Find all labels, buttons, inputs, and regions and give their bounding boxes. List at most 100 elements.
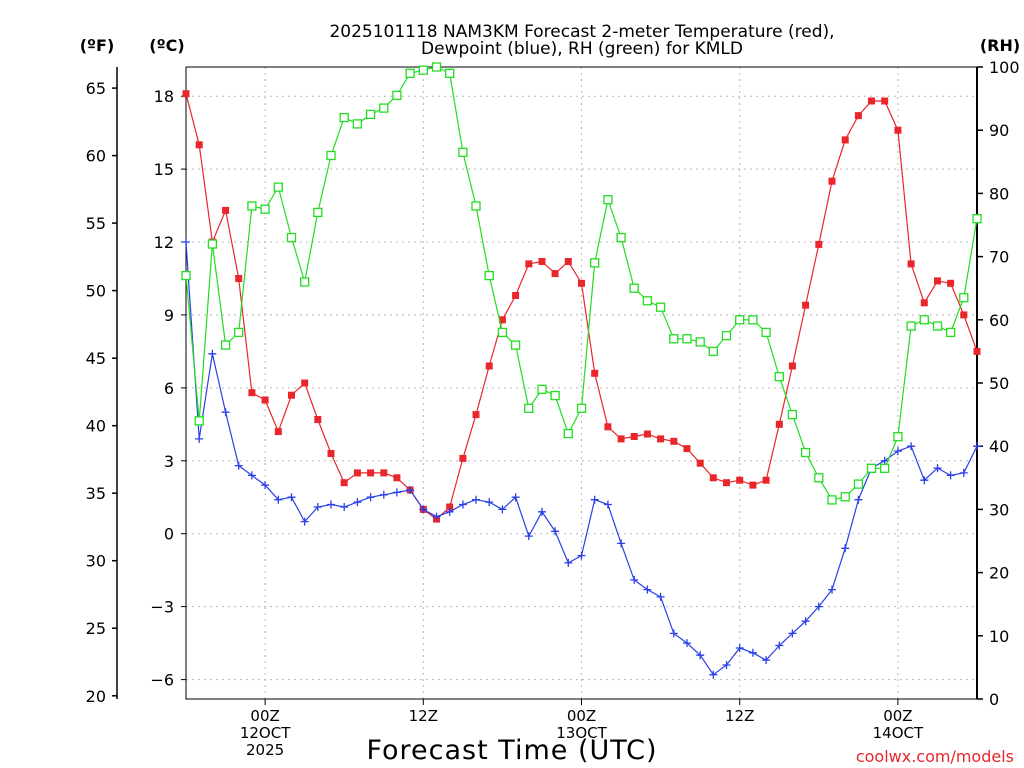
celsius-tick-label: 12 (154, 233, 174, 252)
temperature-point (314, 416, 322, 423)
temperature-point (551, 270, 559, 278)
dewpoint-point (208, 349, 217, 358)
rh-tick-label: 80 (989, 184, 1009, 203)
rh-point (563, 428, 573, 439)
rh-point (445, 68, 455, 78)
temperature-point (749, 481, 757, 489)
temperature-point (868, 97, 875, 105)
rh-point (906, 321, 916, 331)
temperature-point (920, 299, 928, 307)
temperature-point (736, 476, 744, 484)
dewpoint-point (406, 486, 415, 494)
temperature-point (512, 292, 520, 299)
x-tick-label: 12Z (725, 707, 754, 725)
rh-point (181, 270, 191, 281)
dewpoint-point (893, 447, 902, 456)
rh-point (365, 109, 376, 120)
temperature-point (472, 411, 480, 419)
celsius-tick-label: 3 (164, 452, 174, 471)
rh-tick-label: 30 (989, 500, 1009, 519)
dewpoint-point (366, 493, 375, 502)
rh-point (458, 147, 468, 157)
fahrenheit-tick-label: 20 (86, 687, 106, 706)
data-series (181, 62, 982, 679)
dewpoint-point (959, 468, 968, 477)
dewpoint-point (261, 481, 270, 490)
temperature-point (340, 479, 348, 487)
dewpoint-point (643, 585, 652, 594)
chart-title-line-1: 2025101118 NAM3KM Forecast 2-meter Tempe… (329, 22, 834, 42)
fahrenheit-tick-label: 50 (86, 282, 106, 301)
rh-point (273, 182, 283, 192)
credit-text: coolwx.com/models (856, 747, 1014, 766)
temperature-point (222, 206, 230, 214)
rh-point (932, 321, 943, 331)
dewpoint-point (472, 495, 480, 504)
temperature-point (775, 420, 783, 428)
rh-point (919, 315, 929, 325)
temperature-point (301, 379, 309, 387)
rh-point (352, 119, 363, 129)
rh-point (840, 492, 850, 502)
dewpoint-point (247, 471, 256, 480)
temperature-point (564, 258, 572, 265)
rh-point (880, 463, 890, 473)
rh-tick-label: 0 (989, 690, 999, 709)
temperature-point (327, 450, 335, 457)
x-tick-label: 12Z (409, 707, 438, 725)
temperature-point (657, 435, 665, 443)
dewpoint-point (485, 498, 494, 507)
rh-point (959, 293, 969, 303)
rh-tick-label: 90 (989, 121, 1009, 140)
dewpoint-point (195, 434, 204, 443)
chart-title-line-2: Dewpoint (blue), RH (green) for KMLD (421, 39, 743, 59)
temperature-point (947, 279, 955, 287)
dewpoint-point (234, 461, 243, 470)
rh-point (827, 495, 837, 505)
temperature-point (288, 391, 295, 399)
rh-point (814, 473, 824, 483)
dewpoint-point (392, 488, 401, 497)
rh-point (471, 201, 481, 211)
rh-point (774, 372, 784, 382)
temperature-point (854, 112, 862, 120)
rh-point (247, 201, 257, 211)
dewpoint-point (327, 500, 335, 509)
dewpoint-point (590, 495, 599, 504)
dewpoint-point (669, 629, 678, 638)
dewpoint-point (828, 585, 836, 594)
dewpoint-point (617, 539, 626, 548)
rh-point (945, 327, 956, 338)
temperature-point (393, 474, 401, 482)
dewpoint-point (577, 551, 586, 560)
dewpoint-point (432, 512, 441, 521)
rh-point (379, 103, 389, 113)
rh-point (972, 214, 982, 224)
temperature-point (630, 433, 638, 440)
fahrenheit-tick-label: 35 (86, 484, 106, 503)
celsius-unit-label: (ºC) (149, 36, 184, 55)
dewpoint-point (445, 507, 454, 516)
x-tick-label: 2025 (246, 741, 284, 759)
rh-point (392, 90, 402, 101)
temperature-point (907, 260, 915, 268)
dewpoint-point (458, 500, 467, 509)
dewpoint-point (735, 644, 744, 652)
fahrenheit-tick-label: 60 (86, 147, 106, 166)
temperature-point (723, 479, 730, 487)
series-rh (181, 62, 982, 505)
temperature-point (881, 97, 889, 105)
celsius-tick-label: 15 (154, 160, 174, 179)
rh-point (537, 384, 547, 394)
dewpoint-point (551, 527, 560, 536)
rh-point (787, 409, 798, 420)
temperature-point (261, 396, 269, 404)
rh-point (300, 277, 310, 287)
temperature-point (446, 503, 454, 511)
dewpoint-point (379, 490, 388, 499)
temperature-point (762, 476, 770, 484)
rh-tick-label: 10 (989, 627, 1009, 646)
rh-point (550, 390, 560, 401)
temperature-point (367, 469, 375, 477)
